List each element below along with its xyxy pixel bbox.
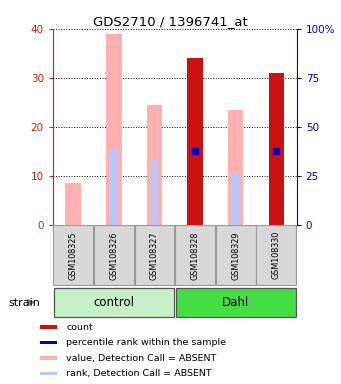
Bar: [106, 34, 121, 225]
Text: GSM108330: GSM108330: [272, 231, 281, 280]
Text: count: count: [66, 323, 93, 332]
Bar: [232, 173, 240, 225]
Bar: [135, 225, 174, 285]
Text: percentile rank within the sample: percentile rank within the sample: [66, 338, 226, 347]
Bar: [40, 372, 57, 376]
Bar: [256, 225, 296, 285]
Text: rank, Detection Call = ABSENT: rank, Detection Call = ABSENT: [66, 369, 212, 378]
Bar: [151, 159, 158, 225]
Bar: [53, 225, 93, 285]
Text: GSM108326: GSM108326: [109, 231, 118, 280]
Text: Dahl: Dahl: [222, 296, 249, 309]
Bar: [147, 105, 162, 225]
Text: strain: strain: [9, 298, 40, 308]
Text: control: control: [93, 296, 134, 309]
Bar: [175, 225, 215, 285]
Bar: [94, 225, 134, 285]
Bar: [269, 73, 284, 225]
Bar: [54, 288, 174, 317]
Bar: [40, 341, 57, 344]
Bar: [228, 109, 243, 225]
Text: GSM108325: GSM108325: [69, 231, 78, 280]
Text: GSM108327: GSM108327: [150, 231, 159, 280]
Bar: [65, 183, 81, 225]
Bar: [216, 225, 256, 285]
Text: value, Detection Call = ABSENT: value, Detection Call = ABSENT: [66, 354, 217, 363]
Bar: [40, 356, 57, 360]
Text: GSM108328: GSM108328: [191, 231, 199, 280]
Bar: [176, 288, 296, 317]
Text: GDS2710 / 1396741_at: GDS2710 / 1396741_at: [93, 15, 248, 28]
Text: GSM108329: GSM108329: [231, 231, 240, 280]
Bar: [187, 58, 203, 225]
Bar: [110, 149, 118, 225]
Bar: [40, 326, 57, 329]
